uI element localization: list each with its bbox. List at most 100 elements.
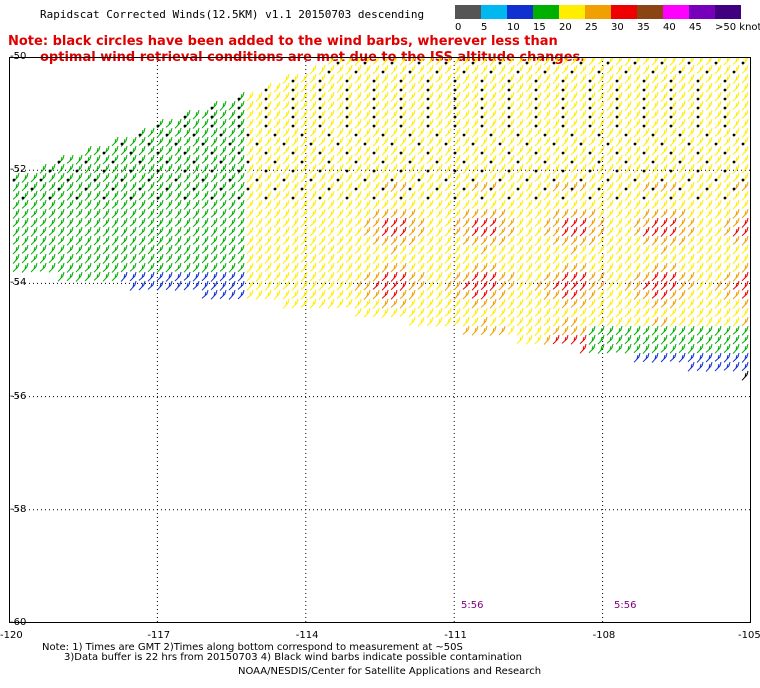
- wind-barb: [48, 172, 56, 183]
- quality-flag-circle: [615, 124, 619, 128]
- wind-barb: [714, 190, 722, 201]
- wind-barb: [48, 208, 56, 219]
- wind-barb: [534, 298, 542, 309]
- wind-barb: [336, 127, 344, 138]
- wind-barb: [516, 118, 524, 129]
- quality-flag-circle: [435, 133, 439, 137]
- wind-barb: [561, 244, 569, 254]
- wind-barb: [696, 226, 704, 237]
- wind-barb: [39, 208, 47, 219]
- quality-flag-circle: [111, 160, 115, 164]
- wind-barb: [183, 154, 191, 165]
- wind-barb: [678, 57, 686, 66]
- legend-label: 5: [481, 22, 488, 33]
- quality-flag-circle: [291, 196, 295, 200]
- quality-flag-circle: [480, 88, 484, 92]
- wind-barb: [210, 262, 218, 273]
- wind-barb: [435, 109, 443, 120]
- wind-barb: [705, 262, 713, 273]
- wind-barb: [399, 73, 407, 84]
- wind-barb: [138, 190, 146, 201]
- wind-barb: [372, 289, 380, 300]
- wind-barb: [588, 298, 596, 309]
- wind-barb: [309, 154, 317, 165]
- wind-barb: [741, 82, 749, 93]
- wind-barb: [660, 82, 668, 93]
- wind-barb: [264, 172, 272, 182]
- wind-barb: [579, 226, 587, 237]
- wind-barb: [714, 235, 722, 246]
- wind-barb: [723, 181, 731, 191]
- wind-barb: [399, 154, 407, 165]
- wind-barb: [597, 190, 605, 200]
- wind-barb: [399, 280, 407, 291]
- wind-barb: [534, 100, 542, 111]
- wind-barb: [453, 280, 461, 291]
- wind-barb: [237, 289, 245, 300]
- wind-barb: [174, 127, 182, 137]
- wind-barb: [570, 136, 578, 147]
- quality-flag-circle: [336, 142, 340, 146]
- wind-barb: [471, 280, 479, 291]
- wind-barb: [741, 100, 749, 111]
- wind-barb: [525, 163, 533, 173]
- wind-barb: [705, 226, 713, 237]
- wind-barb: [120, 253, 128, 263]
- wind-barb: [525, 118, 533, 128]
- quality-flag-circle: [534, 88, 538, 92]
- wind-barb: [543, 100, 551, 111]
- wind-barb: [282, 280, 290, 290]
- wind-barb: [624, 325, 632, 336]
- wind-barb: [435, 163, 443, 173]
- wind-barb: [192, 199, 200, 210]
- wind-barb: [408, 280, 416, 291]
- quality-flag-circle: [462, 160, 466, 164]
- wind-barb: [444, 316, 452, 327]
- wind-barb: [732, 91, 740, 102]
- wind-barb: [678, 307, 686, 318]
- wind-barb: [255, 235, 263, 246]
- wind-barb: [417, 199, 425, 210]
- wind-barb: [390, 73, 398, 83]
- wind-barb: [705, 208, 713, 218]
- wind-barb: [525, 64, 533, 75]
- wind-barb: [444, 127, 452, 137]
- quality-flag-circle: [615, 196, 619, 200]
- wind-barb: [597, 226, 605, 237]
- wind-barb: [138, 208, 146, 219]
- wind-barb: [426, 271, 434, 282]
- wind-barb: [480, 127, 488, 138]
- wind-barb: [651, 217, 659, 228]
- wind-barb: [327, 82, 335, 93]
- wind-barb: [444, 163, 452, 174]
- quality-flag-circle: [291, 79, 295, 83]
- wind-barb: [741, 289, 749, 299]
- quality-flag-circle: [408, 160, 412, 164]
- wind-barb: [597, 298, 605, 309]
- quality-flag-circle: [453, 169, 457, 173]
- wind-barb: [84, 163, 92, 174]
- wind-barb: [588, 244, 596, 255]
- wind-barb: [363, 235, 371, 246]
- wind-barb: [678, 172, 686, 183]
- quality-flag-circle: [705, 160, 709, 164]
- wind-barb: [417, 271, 425, 282]
- quality-flag-circle: [678, 133, 682, 137]
- wind-barb: [372, 154, 380, 165]
- quality-flag-circle: [345, 151, 349, 155]
- wind-barb: [219, 271, 227, 282]
- wind-barb: [165, 208, 173, 218]
- wind-barb: [597, 235, 605, 245]
- wind-barb: [84, 262, 92, 272]
- wind-barb: [282, 289, 290, 300]
- wind-barb: [624, 280, 632, 291]
- wind-barb: [201, 163, 209, 174]
- wind-barb: [309, 145, 317, 156]
- wind-barb: [480, 64, 488, 75]
- wind-barb: [579, 280, 587, 291]
- wind-barb: [435, 244, 443, 255]
- wind-barb: [570, 208, 578, 218]
- wind-barb: [489, 298, 497, 309]
- quality-flag-circle: [669, 106, 673, 110]
- wind-barb: [318, 127, 326, 138]
